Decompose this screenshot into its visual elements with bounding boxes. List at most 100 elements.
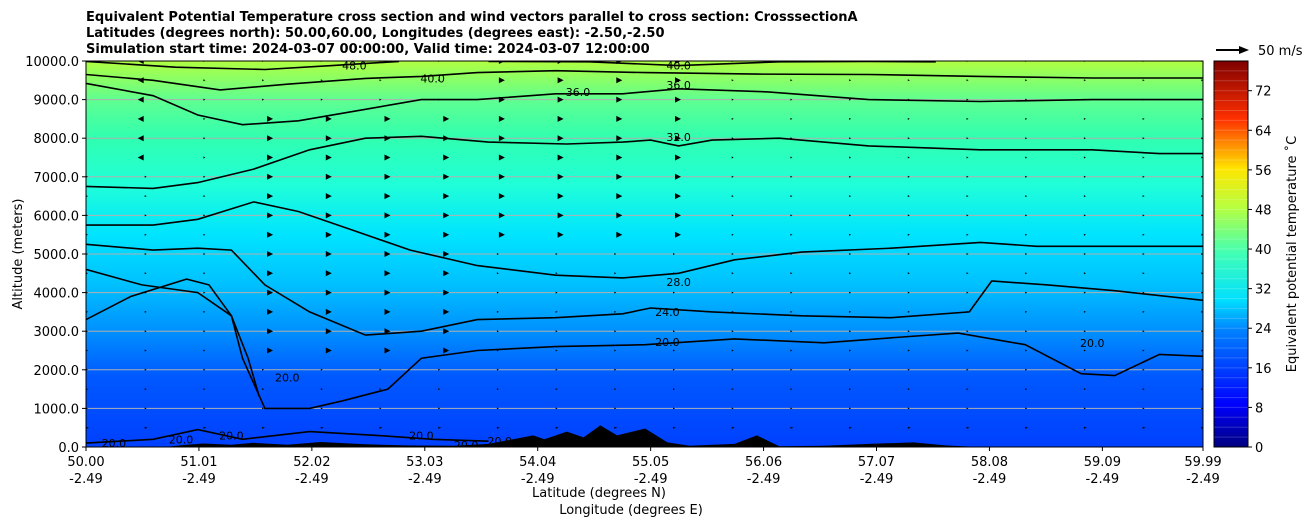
wind-vector — [731, 310, 734, 313]
contour-label: 28.0 — [666, 276, 691, 289]
chart-title: Equivalent Potential Temperature cross s… — [86, 10, 858, 57]
axes: 0.0 1000.0 2000.0 3000.0 4000.0 5000.0 6000.0 7… — [11, 55, 1222, 518]
wind-vector — [144, 349, 147, 352]
wind-vector — [731, 79, 734, 82]
wind-vector — [137, 77, 144, 84]
wind-vector — [907, 426, 911, 429]
wind-vector — [325, 251, 332, 257]
wind-vector — [267, 212, 274, 219]
contour-label: 24.0 — [655, 306, 680, 319]
wind-vector — [443, 231, 450, 238]
wind-vector — [443, 212, 450, 219]
wind-vector — [384, 270, 391, 277]
wind-vector — [498, 154, 505, 161]
x-tick-label-lon: -2.49 — [408, 472, 442, 487]
wind-vector — [616, 61, 623, 64]
wind-vector — [203, 175, 206, 178]
wind-vector — [731, 272, 734, 275]
wind-vector — [443, 251, 450, 257]
wind-vector — [1142, 310, 1145, 313]
wind-vector — [443, 193, 450, 200]
wind-vector — [498, 96, 505, 103]
contour-line — [86, 268, 1203, 410]
wind-vector — [498, 193, 505, 200]
wind-vector — [1083, 156, 1086, 159]
wind-vector — [790, 388, 793, 391]
wind-vector — [675, 96, 682, 103]
wind-vector — [384, 347, 391, 354]
wind-vector — [384, 328, 391, 335]
wind-vector — [675, 135, 682, 142]
contour-label: 20.0 — [102, 437, 127, 450]
wind-vector — [144, 233, 147, 236]
wind-vector — [731, 98, 734, 101]
wind-vector — [384, 193, 391, 200]
wind-vector — [907, 233, 910, 236]
wind-vector — [907, 137, 910, 140]
wind-vector — [203, 330, 206, 333]
x-tick-label-lon: -2.49 — [1186, 472, 1220, 487]
colorbar-tick-label: 72 — [1255, 85, 1272, 100]
wind-vector — [557, 231, 564, 238]
wind-vector — [144, 253, 147, 255]
wind-vector — [325, 270, 332, 277]
wind-vector — [1025, 137, 1028, 140]
wind-vector — [673, 253, 676, 255]
wind-vector — [325, 289, 332, 296]
wind-vector — [966, 233, 969, 236]
wind-vector — [267, 173, 274, 180]
wind-vector — [849, 272, 852, 275]
quiver-key-arrowhead — [1239, 46, 1249, 54]
wind-vector — [731, 195, 734, 198]
wind-vector — [731, 291, 734, 294]
wind-vector — [379, 98, 382, 101]
wind-vector — [1083, 137, 1086, 140]
colorbar-tick-label: 48 — [1255, 203, 1272, 218]
wind-vector — [849, 117, 852, 120]
x-tick-label-lon: -2.49 — [182, 472, 216, 487]
wind-vector — [557, 154, 564, 161]
wind-vector — [907, 253, 910, 255]
wind-vector — [203, 233, 206, 236]
wind-vector — [203, 407, 206, 410]
wind-vector — [267, 289, 274, 296]
wind-vector — [790, 407, 793, 410]
wind-vector — [907, 214, 910, 217]
wind-vector — [267, 251, 274, 257]
wind-vector — [849, 79, 852, 82]
wind-vector — [1142, 117, 1145, 120]
wind-vector — [1025, 214, 1028, 217]
contour-label: 20.0 — [275, 372, 300, 385]
wind-vector — [557, 96, 564, 103]
contour-label: 20.0 — [454, 439, 479, 452]
wind-vector — [137, 135, 144, 142]
wind-vector — [675, 154, 682, 161]
wind-vector — [616, 135, 623, 142]
wind-vector — [203, 156, 206, 159]
wind-vector — [849, 368, 852, 371]
wind-vector — [673, 407, 676, 410]
wind-vector — [379, 407, 382, 410]
wind-vector — [203, 388, 206, 391]
wind-vector — [675, 115, 682, 122]
wind-vector — [907, 368, 910, 371]
x-tick-label-lat: 50.00 — [67, 455, 104, 470]
wind-vector — [384, 173, 391, 180]
x-tick-label-lat: 58.08 — [971, 455, 1008, 470]
wind-vector — [79, 155, 85, 161]
wind-vector — [673, 272, 676, 275]
wind-vector — [267, 154, 274, 161]
wind-vector — [1025, 233, 1028, 236]
wind-vector — [966, 310, 969, 313]
wind-vector — [555, 310, 558, 313]
wind-vector — [731, 349, 734, 352]
y-axis-label: Altitude (meters) — [11, 199, 26, 310]
wind-vector — [1201, 253, 1203, 255]
wind-vector — [614, 368, 617, 371]
wind-vector — [1201, 407, 1203, 410]
wind-vector — [616, 115, 623, 122]
wind-vector — [203, 310, 206, 313]
x-tick-label-lat: 57.07 — [858, 455, 895, 470]
wind-vector — [144, 291, 147, 294]
x-tick-label-lat: 59.09 — [1084, 455, 1121, 470]
